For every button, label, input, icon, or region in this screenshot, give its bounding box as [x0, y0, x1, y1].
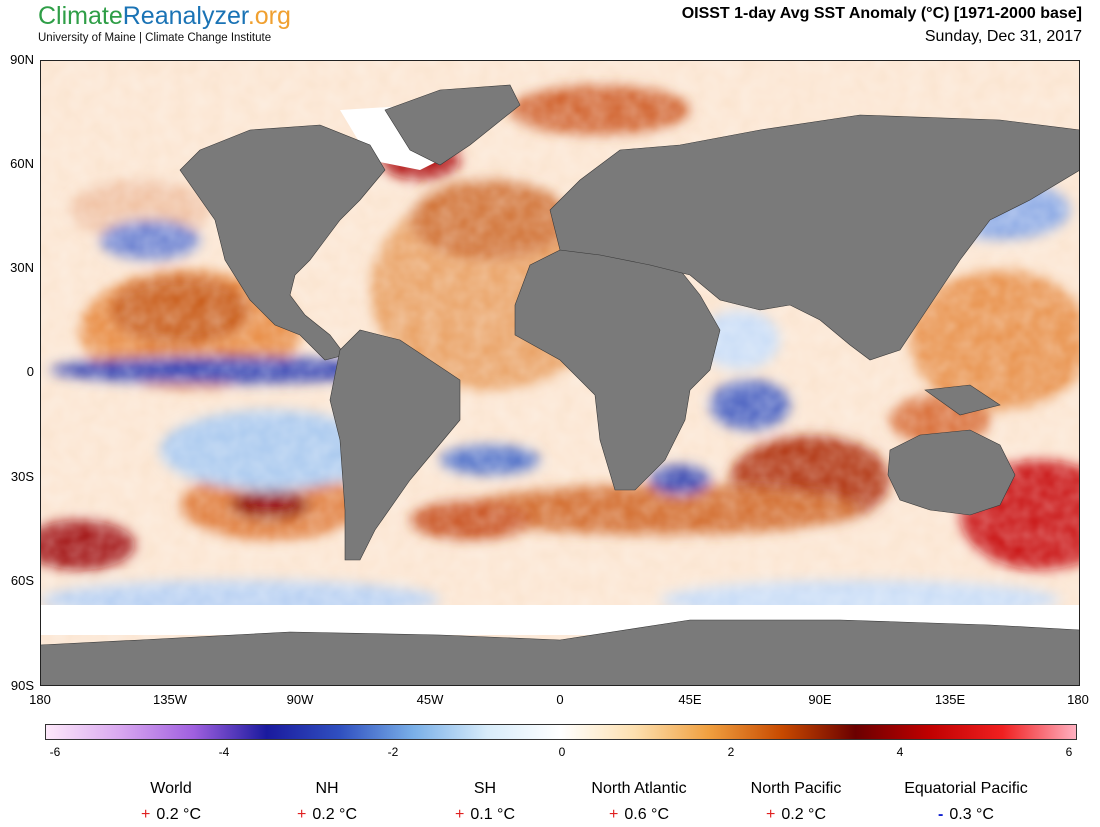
- stat-sign-nh: +: [297, 806, 307, 823]
- australia: [887, 429, 1016, 516]
- stat-sign-north-pacific: +: [766, 806, 776, 823]
- map-frame: [40, 60, 1080, 686]
- north-america: [179, 124, 386, 361]
- lon-label-45e: 45E: [678, 692, 702, 707]
- stat-number-north-pacific: 0.2 °C: [781, 806, 826, 823]
- sst-anomaly-map: [40, 60, 1080, 686]
- greenland: [384, 84, 521, 166]
- brand-subtitle: University of Maine | Climate Change Ins…: [38, 32, 272, 44]
- stat-number-nh: 0.2 °C: [312, 806, 357, 823]
- stat-value-north-pacific: +0.2 °C: [766, 806, 826, 824]
- stat-value-equatorial-pacific: -0.3 °C: [938, 806, 994, 824]
- antarctica: [40, 619, 1080, 686]
- colorbar-label-6: 6: [1065, 745, 1073, 759]
- colorbar-label-neg4: -4: [218, 745, 230, 759]
- stat-value-sh: +0.1 °C: [455, 806, 515, 824]
- stat-value-north-atlantic: +0.6 °C: [609, 806, 669, 824]
- lat-label-60n: 60N: [10, 156, 34, 171]
- lon-label-0: 0: [556, 692, 564, 707]
- plot-title: OISST 1-day Avg SST Anomaly (°C) [1971-2…: [681, 5, 1082, 22]
- colorbar-label-4: 4: [896, 745, 904, 759]
- lat-label-30s: 30S: [10, 469, 34, 484]
- brand-part-3: .org: [247, 2, 291, 30]
- stat-name-world: World: [150, 780, 192, 797]
- eurasia: [549, 114, 1080, 361]
- lat-label-90s: 90S: [10, 678, 34, 693]
- stat-value-world: +0.2 °C: [141, 806, 201, 824]
- brand-logo: ClimateReanalyzer.org: [38, 2, 291, 31]
- stat-name-north-pacific: North Pacific: [750, 780, 842, 797]
- stat-sign-sh: +: [455, 806, 465, 823]
- plot-date: Sunday, Dec 31, 2017: [924, 28, 1082, 45]
- stat-name-north-atlantic: North Atlantic: [591, 780, 687, 797]
- brand-part-1: Climate: [38, 2, 123, 30]
- stat-name-equatorial-pacific: Equatorial Pacific: [904, 780, 1028, 797]
- lat-label-30n: 30N: [10, 260, 34, 275]
- stat-sign-equatorial-pacific: -: [938, 806, 944, 823]
- colorbar: [45, 724, 1077, 740]
- colorbar-label-neg2: -2: [387, 745, 399, 759]
- lat-label-60s: 60S: [10, 573, 34, 588]
- lon-label-135w: 135W: [153, 692, 187, 707]
- lon-label-45w: 45W: [416, 692, 444, 707]
- south-america: [329, 329, 461, 561]
- stat-number-north-atlantic: 0.6 °C: [624, 806, 669, 823]
- brand-part-2: Reanalyzer: [122, 2, 248, 30]
- indonesia-islands: [924, 384, 1001, 416]
- colorbar-label-0: 0: [558, 745, 566, 759]
- stat-number-world: 0.2 °C: [156, 806, 201, 823]
- stat-sign-north-atlantic: +: [609, 806, 619, 823]
- stat-value-nh: +0.2 °C: [297, 806, 357, 824]
- colorbar-label-neg6: -6: [49, 745, 61, 759]
- stat-number-sh: 0.1 °C: [470, 806, 515, 823]
- stat-name-sh: SH: [473, 780, 497, 797]
- lat-label-90n: 90N: [10, 52, 34, 67]
- lon-label-180e: 180: [1067, 692, 1089, 707]
- land-masses: [40, 84, 1080, 686]
- stat-sign-world: +: [141, 806, 151, 823]
- lon-label-180w: 180: [29, 692, 51, 707]
- lat-label-equator: 0: [26, 364, 34, 379]
- lon-label-135e: 135E: [934, 692, 966, 707]
- stat-number-equatorial-pacific: 0.3 °C: [949, 806, 994, 823]
- stat-name-nh: NH: [315, 780, 339, 797]
- lon-label-90w: 90W: [286, 692, 314, 707]
- lon-label-90e: 90E: [808, 692, 832, 707]
- colorbar-label-2: 2: [727, 745, 735, 759]
